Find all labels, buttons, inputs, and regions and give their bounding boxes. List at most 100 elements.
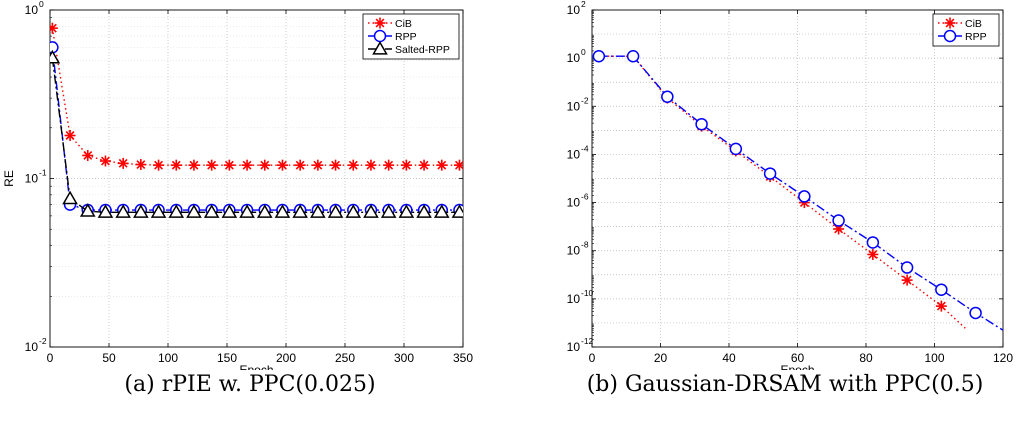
data-point-salted-rpp	[150, 204, 167, 218]
x-tick-label: 120	[993, 351, 1013, 365]
x-tick-label: 150	[217, 351, 237, 365]
data-point-cib	[82, 149, 94, 161]
y-tick-exponent: 0	[39, 0, 44, 9]
series-line-rpp	[51, 47, 460, 211]
data-point-cib	[383, 159, 395, 171]
legend-marker	[943, 29, 957, 43]
series-line-salted-rpp	[51, 57, 460, 214]
data-point-cib-stroke	[936, 301, 946, 311]
data-point-salted-rpp	[168, 204, 185, 218]
data-point-salted-rpp	[186, 204, 202, 218]
data-point-cib-stroke	[384, 160, 394, 170]
y-tick-label: 10	[567, 147, 581, 161]
legend-label: RPP	[965, 31, 987, 43]
caption-b: (b) Gaussian-DRSAM with PPC(0.5)	[586, 372, 984, 397]
data-point-salted-rpp	[345, 204, 362, 218]
x-axis-label: Epoch	[780, 363, 814, 370]
data-point-salted-rpp	[133, 204, 149, 218]
legend-box	[932, 13, 1000, 47]
data-point-cib-stroke	[224, 160, 234, 170]
data-point-cib	[365, 159, 377, 171]
data-point-cib-stroke	[65, 131, 75, 140]
data-point-cib-stroke	[437, 160, 447, 170]
data-point-salted-rpp	[256, 204, 273, 218]
data-point-cib-stroke	[83, 151, 93, 160]
y-tick-label: 10	[567, 99, 581, 113]
data-point-cib-stroke	[348, 160, 358, 170]
x-tick-label: 60	[791, 351, 805, 365]
data-point-cib	[294, 159, 306, 171]
x-tick-label: 40	[722, 351, 736, 365]
data-point-cib-stroke	[101, 156, 110, 166]
x-tick-label: 20	[654, 351, 668, 365]
x-axis-label: Epoch	[239, 363, 273, 370]
data-point-salted-rpp	[327, 204, 344, 218]
legend-label: CiB	[395, 18, 412, 30]
data-point-cib-stroke	[154, 160, 164, 170]
data-point-salted-rpp	[274, 204, 291, 218]
data-point-cib	[99, 155, 111, 167]
data-point-cib-stroke	[455, 160, 463, 170]
data-point-rpp	[763, 167, 777, 180]
legend-marker	[372, 40, 388, 55]
data-point-rpp	[900, 261, 914, 274]
data-point-salted-rpp	[115, 204, 131, 218]
data-point-salted-rpp	[50, 49, 61, 64]
y-tick-exponent: -4	[581, 143, 589, 153]
x-tick-label: 350	[453, 351, 473, 365]
y-tick-exponent: -1	[39, 168, 47, 178]
data-point-cib	[312, 159, 324, 171]
chart-1: 0 20 40 60 80 100 120Epoch10-1210-1010-810-610…	[567, 0, 1014, 370]
x-tick-label: 300	[394, 351, 414, 365]
data-point-cib-stroke	[834, 224, 844, 234]
data-point-cib-stroke	[419, 160, 429, 170]
data-point-rpp	[798, 190, 811, 203]
y-tick-exponent: -12	[581, 336, 594, 346]
data-point-cib-stroke	[295, 160, 305, 170]
x-tick-label: 100	[158, 351, 178, 365]
data-point-salted-rpp	[239, 204, 255, 218]
data-point-cib-stroke	[278, 160, 287, 170]
data-point-salted-rpp	[416, 204, 432, 218]
data-point-cib-stroke	[902, 275, 912, 285]
x-tick-label: 100	[924, 351, 944, 365]
y-tick-exponent: -2	[39, 336, 47, 346]
y-tick-label: 10	[25, 172, 39, 186]
data-point-cib-stroke	[118, 158, 128, 168]
data-point-salted-rpp	[97, 204, 114, 218]
data-point-salted-rpp	[62, 190, 78, 205]
y-tick-label: 10	[567, 292, 581, 306]
data-point-cib-stroke	[242, 160, 252, 170]
data-point-salted-rpp	[433, 204, 450, 218]
x-tick-label: 250	[335, 351, 355, 365]
data-point-rpp	[695, 117, 708, 131]
data-point-salted-rpp	[221, 204, 238, 218]
data-point-rpp	[592, 49, 606, 63]
data-point-cib-stroke	[189, 160, 199, 170]
data-point-salted-rpp	[398, 204, 415, 218]
data-point-cib	[64, 129, 76, 141]
y-tick-exponent: -8	[581, 240, 589, 250]
y-tick-label: 10	[567, 340, 581, 354]
plot-area	[50, 22, 463, 218]
y-tick-exponent: 2	[581, 0, 586, 9]
legend-label: CiB	[965, 18, 982, 30]
data-point-salted-rpp	[203, 204, 220, 218]
data-point-cib	[241, 159, 253, 171]
data-point-cib	[50, 22, 58, 34]
y-tick-label: 10	[567, 51, 581, 65]
data-point-cib	[206, 159, 218, 171]
data-point-salted-rpp	[451, 204, 463, 218]
data-point-cib	[276, 159, 288, 171]
data-point-cib	[347, 159, 359, 171]
data-point-cib	[153, 159, 165, 171]
y-tick-exponent: 0	[581, 47, 586, 57]
legend-marker	[373, 29, 387, 43]
data-point-salted-rpp	[310, 204, 326, 218]
data-point-cib	[259, 159, 271, 171]
data-point-cib	[170, 159, 182, 171]
data-point-cib-stroke	[366, 160, 376, 170]
data-point-cib	[400, 159, 412, 171]
